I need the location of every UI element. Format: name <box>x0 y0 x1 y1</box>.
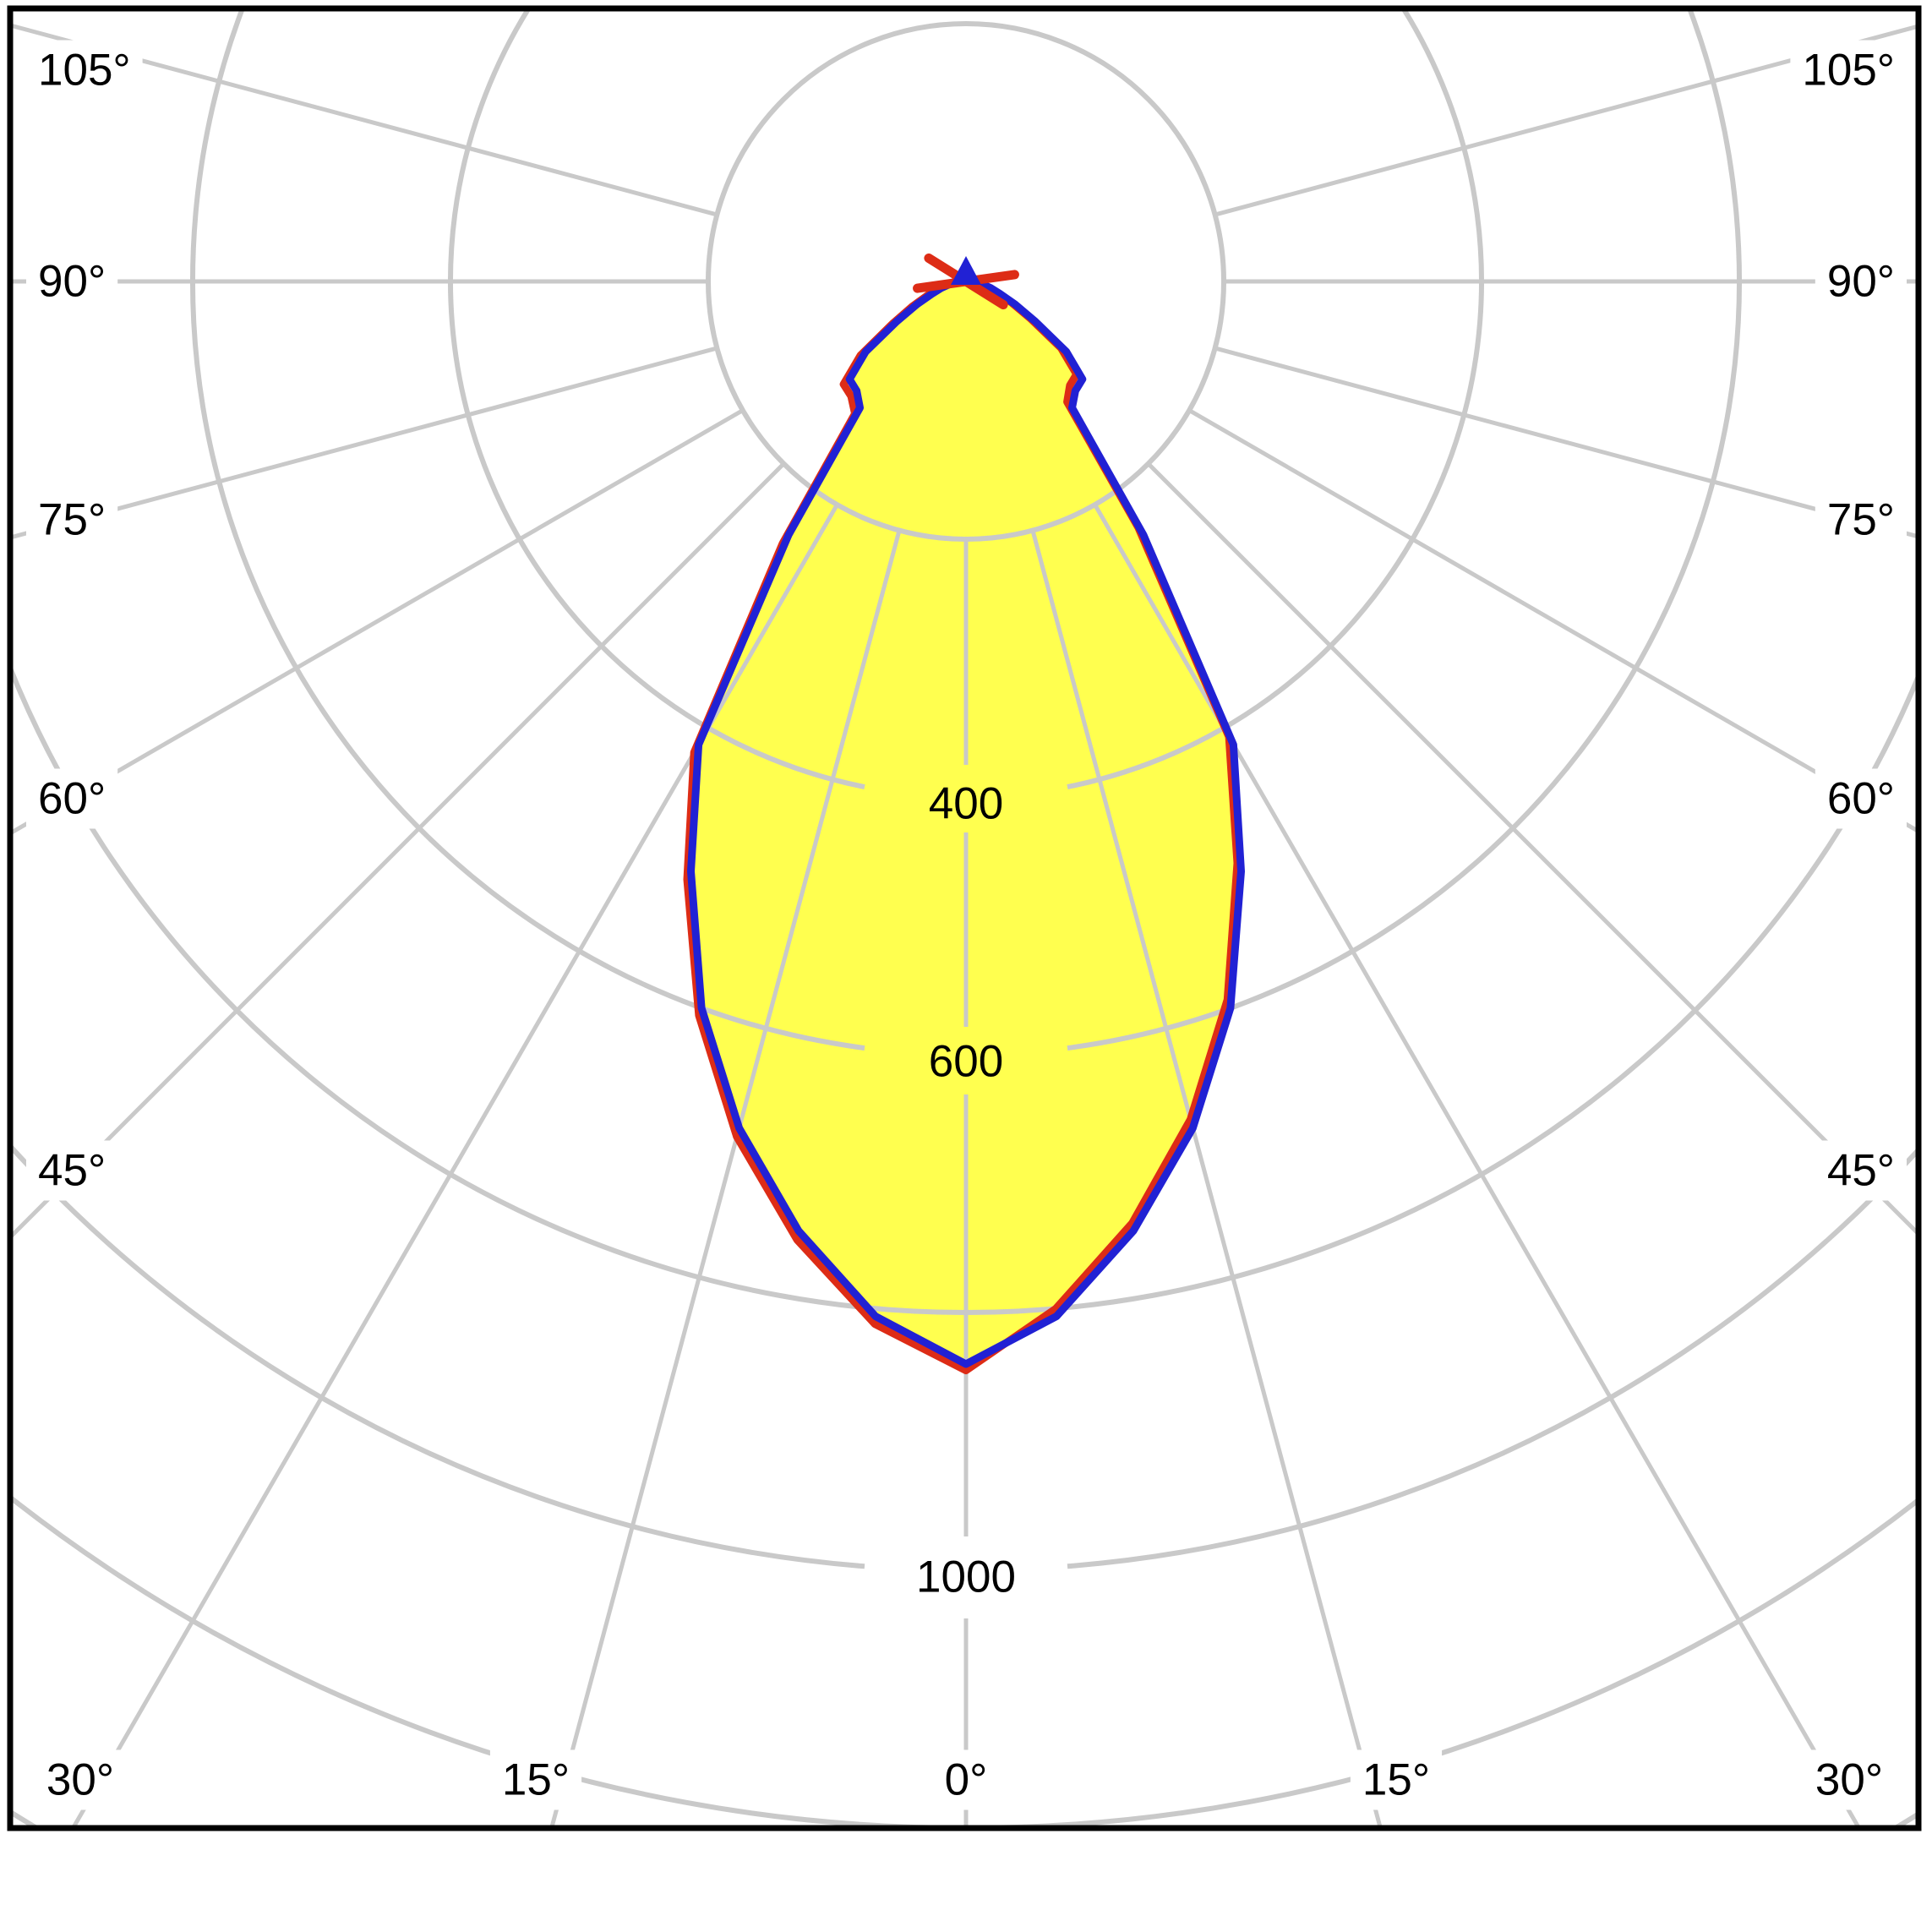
ring-labels: 400 600 1000 <box>916 779 1016 1602</box>
angle-tick-label: 15° <box>502 1755 570 1805</box>
grid-spoke <box>1187 408 1918 834</box>
angle-tick-label: 30° <box>46 1755 114 1805</box>
angle-tick-label: 60° <box>38 774 106 824</box>
label-backing <box>1815 489 1907 550</box>
label-backing <box>26 1140 118 1201</box>
angle-tick-label: 105° <box>1802 46 1895 96</box>
label-backing <box>1803 1749 1896 1810</box>
label-backing <box>489 1749 582 1810</box>
label-backing <box>1815 1140 1907 1201</box>
grid-spoke <box>10 23 718 217</box>
curve-end-markers <box>913 253 1019 310</box>
grid-spoke <box>1093 503 1862 1828</box>
label-backing <box>26 489 118 550</box>
label-backing <box>1350 1749 1443 1810</box>
grid-ring <box>448 8 1484 790</box>
label-backing <box>932 1749 1000 1810</box>
angle-tick-label: 90° <box>1827 257 1895 307</box>
grid-spoke <box>1214 346 1918 539</box>
grid-spoke <box>1030 529 1383 1828</box>
plot-border <box>7 5 1922 1831</box>
label-backing <box>1790 40 1907 101</box>
angle-labels: 105° 90° 75° 60° 45° 105° 90° 75° 60° 45° 30° 15° 0°… <box>26 40 1907 1810</box>
label-backing <box>1815 768 1907 829</box>
label-backing <box>34 1749 127 1810</box>
angle-tick-label: 105° <box>38 46 131 96</box>
angle-tick-label: 75° <box>1827 495 1895 545</box>
angle-tick-label: 45° <box>38 1146 106 1196</box>
label-backing <box>26 251 118 312</box>
grid-ring <box>190 8 1742 1051</box>
angle-tick-label: 0° <box>945 1755 988 1805</box>
angle-tick-label: 30° <box>1815 1755 1883 1805</box>
angle-tick-label: 75° <box>38 495 106 545</box>
curve-c90-c270 <box>687 277 1245 1368</box>
ring-value-label: 1000 <box>916 1553 1016 1602</box>
grid-spoke <box>10 408 745 836</box>
ring-value-label: 400 <box>929 779 1003 829</box>
label-backing <box>1815 251 1907 312</box>
grid-spoke <box>1214 24 1918 217</box>
grid-spoke <box>10 346 718 540</box>
grid-spoke <box>549 529 902 1828</box>
grid-spoke <box>70 503 839 1828</box>
label-backing <box>26 40 143 101</box>
angle-tick-label: 60° <box>1827 774 1895 824</box>
ring-value-label: 600 <box>929 1037 1003 1087</box>
angle-tick-label: 45° <box>1827 1146 1895 1196</box>
label-backing <box>26 768 118 829</box>
angle-tick-label: 15° <box>1362 1755 1430 1805</box>
angle-tick-label: 90° <box>38 257 106 307</box>
intensity-fill-region <box>690 281 1237 1364</box>
blue-peak-marker <box>951 256 981 285</box>
